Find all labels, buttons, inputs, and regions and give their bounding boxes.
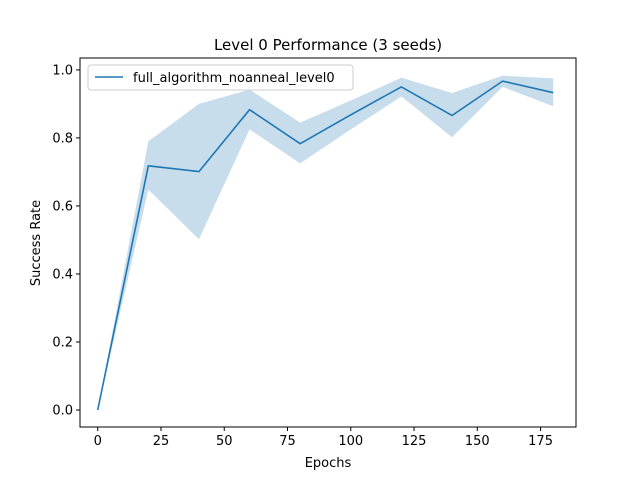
- data-point: [299, 143, 301, 145]
- x-tick-label: 175: [528, 434, 553, 449]
- x-tick-label: 125: [402, 434, 427, 449]
- x-tick-label: 100: [338, 434, 363, 449]
- data-point: [350, 114, 352, 116]
- x-axis: 0 25 50 75 100 125 150 175: [94, 427, 553, 449]
- plot-area: [96, 75, 554, 411]
- y-axis: 0.0 0.2 0.4 0.6 0.8 1.0: [52, 63, 80, 418]
- y-axis-label: Success Rate: [29, 200, 44, 286]
- data-point: [501, 80, 503, 82]
- y-tick-label: 0.4: [52, 267, 73, 282]
- legend-label: full_algorithm_noanneal_level0: [133, 71, 335, 86]
- confidence-band: [97, 75, 554, 411]
- y-tick-label: 0.0: [52, 403, 73, 418]
- y-tick-label: 0.2: [52, 335, 73, 350]
- axes-frame: [79, 57, 577, 428]
- x-tick-label: 0: [94, 434, 102, 449]
- data-point: [147, 165, 149, 167]
- series-line: [96, 80, 554, 411]
- x-tick-label: 75: [279, 434, 296, 449]
- y-tick-label: 0.6: [52, 199, 73, 214]
- data-point: [97, 409, 99, 411]
- chart-title: Level 0 Performance (3 seeds): [214, 36, 442, 54]
- data-point: [248, 108, 250, 110]
- data-point: [400, 86, 402, 88]
- data-point: [451, 114, 453, 116]
- x-axis-label: Epochs: [305, 456, 352, 471]
- x-tick-label: 150: [465, 434, 490, 449]
- data-point: [552, 91, 554, 93]
- x-tick-label: 25: [153, 434, 170, 449]
- x-tick-label: 50: [216, 434, 233, 449]
- legend-box: [87, 64, 354, 91]
- y-tick-label: 1.0: [52, 63, 73, 78]
- data-point: [198, 170, 200, 172]
- legend: full_algorithm_noanneal_level0: [87, 64, 354, 91]
- y-tick-label: 0.8: [52, 131, 73, 146]
